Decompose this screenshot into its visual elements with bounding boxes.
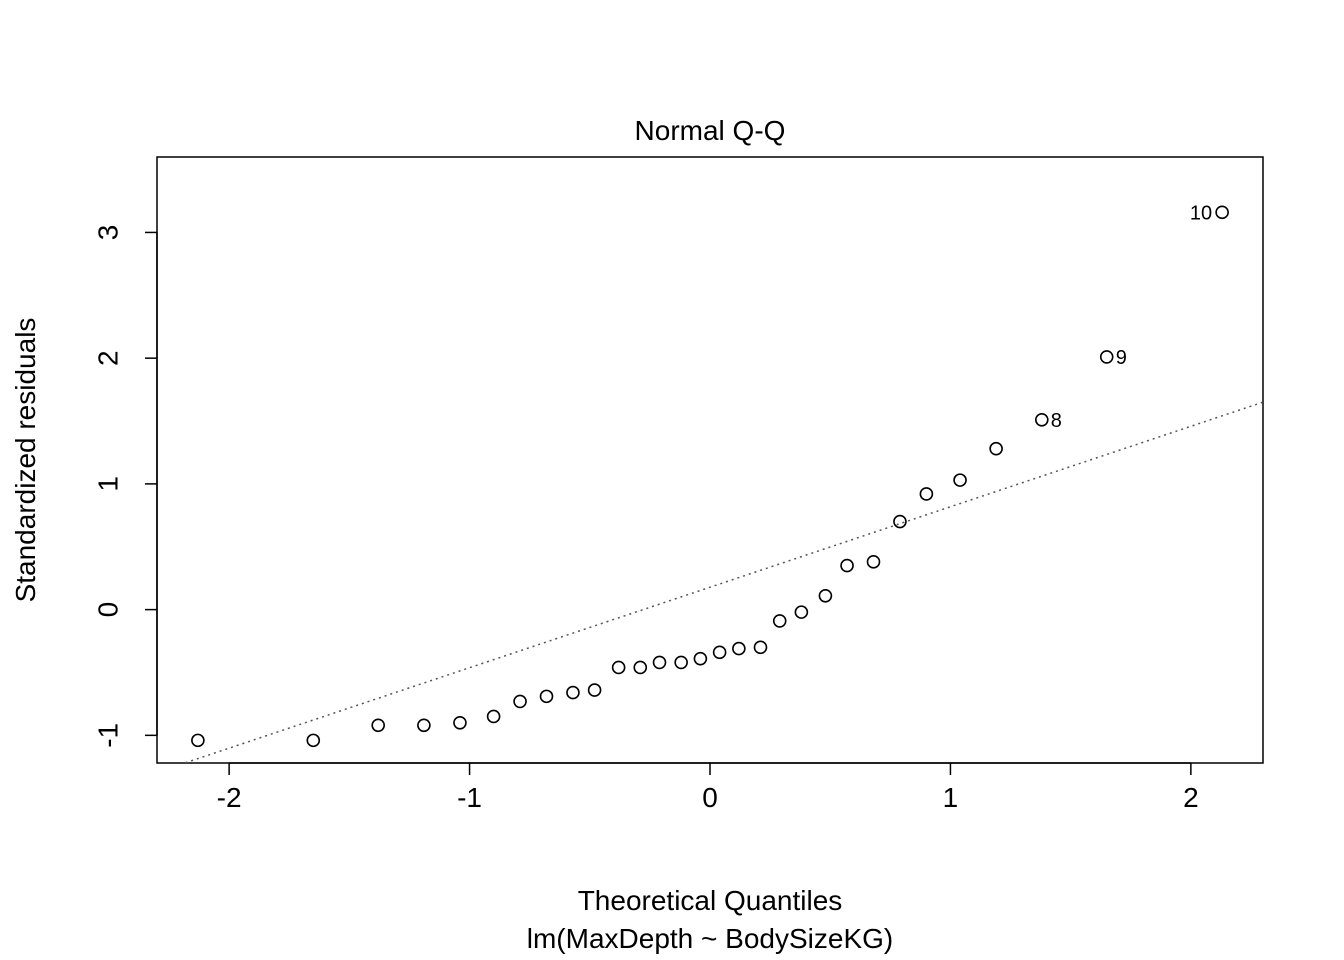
point-label: 8	[1051, 410, 1062, 432]
data-point	[794, 605, 809, 619]
data-point	[611, 660, 626, 675]
x-axis-subtitle: lm(MaxDepth ~ BodySizeKG)	[527, 923, 893, 954]
data-point	[674, 655, 688, 670]
y-tick-label: 2	[92, 350, 123, 366]
data-point	[712, 645, 727, 660]
point-label: 10	[1190, 202, 1212, 224]
data-point	[652, 655, 667, 670]
data-point	[453, 715, 467, 730]
x-axis: -2 -1 0 1 2	[217, 762, 1199, 813]
x-tick-label: 0	[702, 782, 718, 813]
chart-title: Normal Q-Q	[635, 115, 786, 146]
points-group: 8 9 10	[191, 202, 1229, 748]
data-point	[539, 689, 554, 704]
data-point	[306, 733, 321, 748]
data-point	[732, 641, 746, 656]
data-point	[693, 651, 708, 666]
data-point	[753, 640, 768, 655]
y-tick-label: -1	[92, 723, 123, 748]
y-axis: -1 0 1 2 3	[92, 225, 158, 748]
y-tick-label: 1	[92, 476, 123, 492]
data-point	[893, 514, 907, 529]
y-tick-label: 3	[92, 225, 123, 241]
data-point	[919, 487, 934, 501]
data-point	[840, 558, 854, 573]
data-point	[1099, 350, 1114, 364]
data-point	[772, 614, 787, 628]
data-point	[1035, 412, 1049, 427]
data-point	[866, 555, 881, 569]
x-tick-label: 2	[1183, 782, 1199, 813]
data-point	[1215, 205, 1229, 220]
x-axis-label: Theoretical Quantiles	[578, 885, 843, 916]
data-point	[486, 709, 501, 724]
y-tick-label: 0	[92, 602, 123, 618]
y-axis-label: Standardized residuals	[10, 318, 41, 603]
data-point	[513, 694, 527, 709]
x-tick-label: 1	[943, 782, 959, 813]
point-label: 9	[1116, 347, 1127, 369]
reference-line	[182, 401, 1263, 763]
data-point	[633, 660, 648, 675]
data-point	[587, 683, 602, 697]
data-point	[989, 441, 1003, 456]
plot-frame	[156, 156, 1264, 764]
data-point	[818, 588, 833, 603]
data-point	[417, 718, 431, 733]
x-tick-label: -2	[217, 782, 242, 813]
x-tick-label: -1	[457, 782, 482, 813]
data-point	[191, 733, 205, 748]
data-point	[566, 685, 580, 700]
data-point	[371, 718, 386, 733]
data-point	[953, 473, 967, 487]
